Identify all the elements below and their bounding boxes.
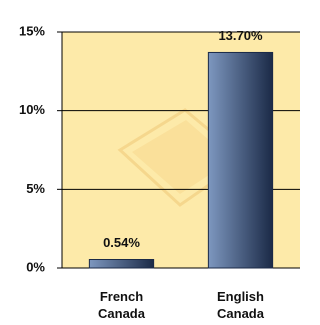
bar <box>89 260 153 268</box>
x-tick-label: French Canada <box>82 288 162 322</box>
chart: 0% 5% 10% 15% 0.54% 13.70% <box>0 0 312 325</box>
y-tick-label: 10% <box>19 102 45 117</box>
data-label: 13.70% <box>218 28 263 43</box>
bar <box>208 52 272 268</box>
y-tick-label: 0% <box>26 259 45 274</box>
x-tick-label: English Canada <box>201 288 281 322</box>
y-tick-label: 15% <box>19 23 45 38</box>
y-tick-label: 5% <box>26 181 45 196</box>
data-label: 0.54% <box>103 235 140 250</box>
chart-container: 0% 5% 10% 15% 0.54% 13.70% French Canada Engli… <box>0 0 312 325</box>
